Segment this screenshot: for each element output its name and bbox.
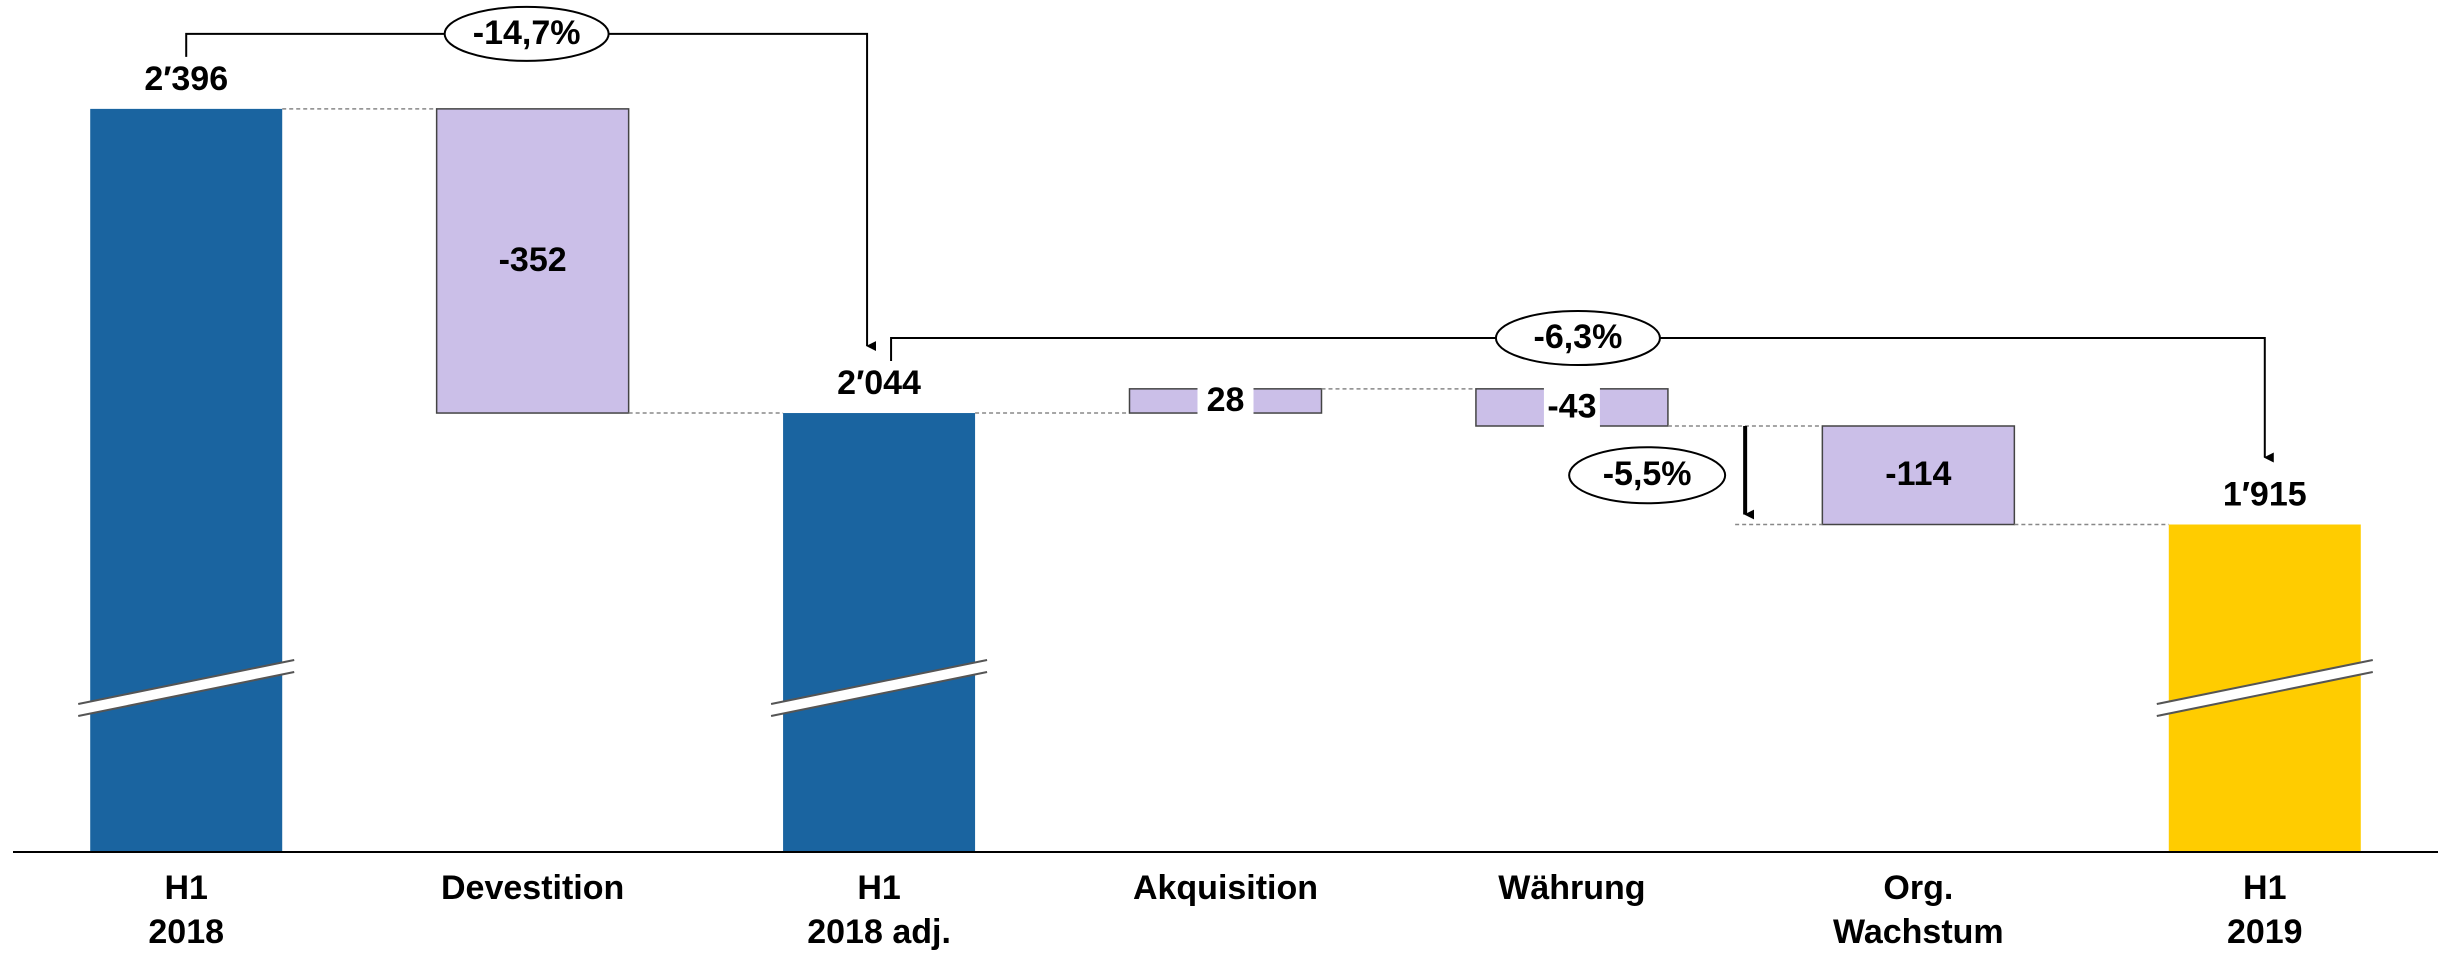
x-tick-label: 2018 adj. xyxy=(807,913,951,951)
x-tick-label: Devestition xyxy=(441,869,624,907)
x-tick-label: Org. xyxy=(1883,869,1953,907)
label-bg xyxy=(1543,386,1600,428)
bar xyxy=(90,108,283,852)
x-tick-label: H1 xyxy=(164,869,207,907)
axis-break-line xyxy=(2156,659,2373,705)
axis-break-line xyxy=(78,671,295,717)
label-bg xyxy=(1197,386,1254,416)
bar xyxy=(1821,425,2016,526)
value-label: 2′396 xyxy=(144,60,228,98)
x-tick-label: 2018 xyxy=(148,913,224,951)
annotation-bubble xyxy=(1568,446,1727,505)
annotation-bubble xyxy=(1494,310,1661,367)
axis-break-line xyxy=(770,671,988,717)
axis-break-line xyxy=(78,659,295,705)
x-tick-label: 2019 xyxy=(2227,913,2303,951)
annotation-text: -5,5% xyxy=(1603,455,1692,493)
x-tick-label: Währung xyxy=(1498,869,1645,907)
x-tick-label: Akquisition xyxy=(1133,869,1318,907)
value-label: 1′915 xyxy=(2223,475,2307,513)
value-label: 2′044 xyxy=(837,364,921,402)
value-label: -114 xyxy=(1885,455,1951,493)
annotation-text: -6,3% xyxy=(1534,318,1623,356)
value-label: -43 xyxy=(1547,387,1596,425)
value-label: -352 xyxy=(499,241,567,279)
axis-break-line xyxy=(770,659,988,705)
x-tick-label: H1 xyxy=(857,869,900,907)
bar xyxy=(435,108,630,414)
value-label: 28 xyxy=(1207,381,1245,419)
annotation-bubble xyxy=(443,5,610,62)
annotation-text: -14,7% xyxy=(473,14,581,52)
bar xyxy=(783,413,976,852)
axis-break-line xyxy=(2156,671,2373,717)
x-tick-label: H1 xyxy=(2243,869,2286,907)
x-tick-label: Wachstum xyxy=(1833,913,2004,951)
